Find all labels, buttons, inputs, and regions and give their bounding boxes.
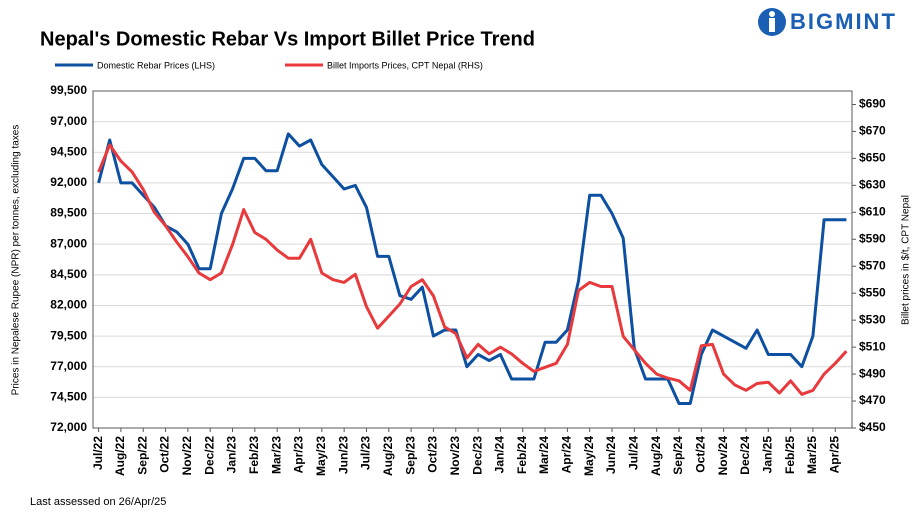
legend-label: Billet Imports Prices, CPT Nepal (RHS) bbox=[327, 60, 483, 70]
y-tick-label: 87,000 bbox=[50, 236, 87, 250]
x-tick-label: Jul/23 bbox=[359, 436, 373, 470]
series-line bbox=[97, 132, 847, 405]
y2-tick-label: $490 bbox=[859, 366, 886, 380]
x-tick-label: Apr/24 bbox=[560, 436, 574, 474]
logo-icon-body bbox=[769, 18, 775, 32]
logo-icon-head bbox=[769, 11, 775, 17]
x-tick-label: Jan/24 bbox=[493, 436, 507, 474]
y2-tick-label: $450 bbox=[859, 420, 886, 434]
x-tick-label: Aug/24 bbox=[649, 436, 663, 476]
y-axis-label: Prices in Nepalese Rupee (NPR) per tonne… bbox=[11, 125, 22, 396]
x-tick-label: Jan/25 bbox=[760, 436, 774, 474]
footnote: Last assessed on 26/Apr/25 bbox=[30, 496, 166, 508]
x-tick-label: Nov/24 bbox=[716, 436, 730, 476]
x-tick-label: Oct/23 bbox=[426, 436, 440, 473]
y-tick-label: 82,000 bbox=[50, 298, 87, 312]
y2-tick-label: $650 bbox=[859, 151, 886, 165]
x-tick-label: Nov/22 bbox=[180, 436, 194, 476]
x-tick-label: Jul/22 bbox=[91, 436, 105, 470]
x-tick-label: Feb/25 bbox=[783, 436, 797, 474]
y-tick-label: 79,500 bbox=[50, 328, 87, 342]
x-tick-label: May/23 bbox=[314, 436, 328, 476]
y2-tick-label: $550 bbox=[859, 285, 886, 299]
x-tick-label: Mar/23 bbox=[269, 436, 283, 474]
x-tick-label: Oct/24 bbox=[693, 436, 707, 473]
x-tick-label: May/24 bbox=[582, 436, 596, 476]
x-tick-label: Dec/23 bbox=[470, 436, 484, 475]
y2-tick-label: $470 bbox=[859, 393, 886, 407]
y2-axis-label: Billet prices in $/t, CPT Nepal bbox=[901, 195, 912, 325]
y-tick-label: 89,500 bbox=[50, 206, 87, 220]
x-tick-label: Feb/24 bbox=[515, 436, 529, 474]
legend-label: Domestic Rebar Prices (LHS) bbox=[97, 60, 215, 70]
plot-border bbox=[92, 90, 853, 429]
y2-tick-label: $630 bbox=[859, 178, 886, 192]
y-tick-label: 94,500 bbox=[50, 144, 87, 158]
x-tick-label: Mar/25 bbox=[805, 436, 819, 474]
x-tick-label: Jul/24 bbox=[627, 436, 641, 470]
x-tick-label: Nov/23 bbox=[448, 436, 462, 476]
y-tick-label: 97,000 bbox=[50, 114, 87, 128]
x-tick-label: Aug/22 bbox=[113, 436, 127, 476]
x-tick-label: Dec/22 bbox=[202, 436, 216, 475]
x-tick-label: Mar/24 bbox=[537, 436, 551, 474]
x-tick-label: Feb/23 bbox=[247, 436, 261, 474]
x-tick-label: Jun/23 bbox=[336, 436, 350, 474]
y-tick-label: 84,500 bbox=[50, 267, 87, 281]
y-tick-label: 77,000 bbox=[50, 359, 87, 373]
y-tick-label: 74,500 bbox=[50, 390, 87, 404]
x-tick-label: Sep/24 bbox=[671, 436, 685, 475]
y2-tick-label: $610 bbox=[859, 204, 886, 218]
y-tick-label: 72,000 bbox=[50, 420, 87, 434]
y2-tick-label: $670 bbox=[859, 124, 886, 138]
y-tick-label: 99,500 bbox=[50, 83, 87, 97]
chart-title: Nepal's Domestic Rebar Vs Import Billet … bbox=[40, 28, 535, 50]
x-tick-label: Dec/24 bbox=[738, 436, 752, 475]
x-tick-label: Aug/23 bbox=[381, 436, 395, 476]
x-tick-label: Apr/25 bbox=[827, 436, 841, 474]
series-line bbox=[97, 143, 848, 396]
y2-tick-label: $690 bbox=[859, 97, 886, 111]
y2-tick-label: $590 bbox=[859, 231, 886, 245]
x-tick-label: Apr/23 bbox=[292, 436, 306, 474]
y2-tick-label: $570 bbox=[859, 258, 886, 272]
y2-tick-label: $510 bbox=[859, 339, 886, 353]
y-tick-label: 92,000 bbox=[50, 175, 87, 189]
x-tick-label: Jan/23 bbox=[225, 436, 239, 474]
logo: BIGMINT bbox=[758, 8, 897, 36]
x-tick-label: Jun/24 bbox=[604, 436, 618, 474]
x-tick-label: Oct/22 bbox=[158, 436, 172, 473]
x-tick-label: Sep/23 bbox=[403, 436, 417, 475]
y2-tick-label: $530 bbox=[859, 312, 886, 326]
x-tick-label: Sep/22 bbox=[135, 436, 149, 475]
logo-text: BIGMINT bbox=[790, 9, 897, 34]
